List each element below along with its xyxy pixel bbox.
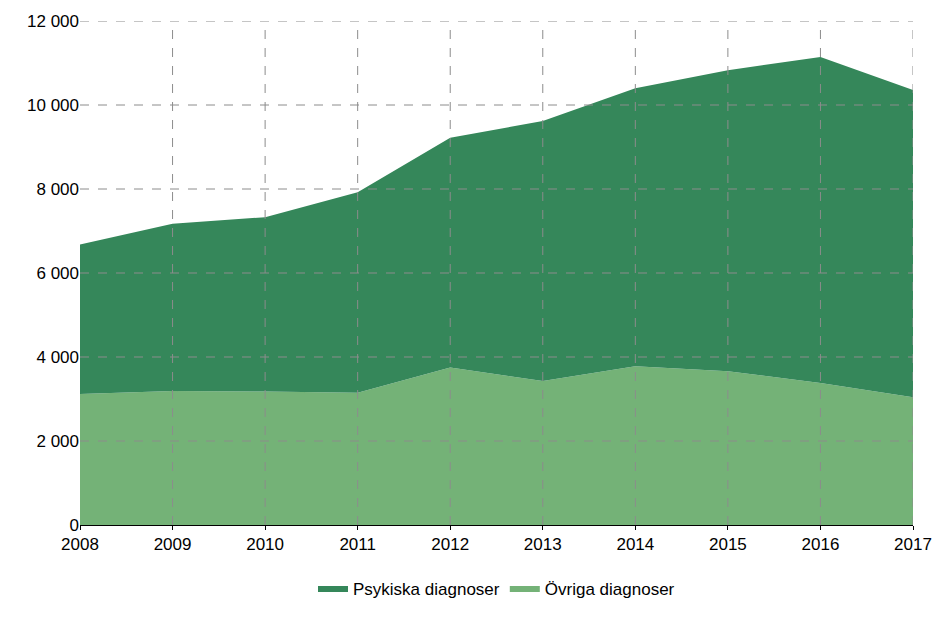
svg-text:4 000: 4 000 xyxy=(36,348,79,367)
svg-text:2008: 2008 xyxy=(61,535,99,554)
svg-text:2010: 2010 xyxy=(246,535,284,554)
svg-text:2 000: 2 000 xyxy=(36,432,79,451)
svg-text:Övriga diagnoser: Övriga diagnoser xyxy=(545,580,675,599)
svg-text:2012: 2012 xyxy=(431,535,469,554)
svg-text:2011: 2011 xyxy=(339,535,376,554)
svg-text:8 000: 8 000 xyxy=(36,180,79,199)
svg-text:10 000: 10 000 xyxy=(27,96,79,115)
svg-text:2009: 2009 xyxy=(154,535,192,554)
svg-text:2014: 2014 xyxy=(616,535,654,554)
svg-text:6 000: 6 000 xyxy=(36,264,79,283)
svg-text:2015: 2015 xyxy=(709,535,747,554)
svg-text:12 000: 12 000 xyxy=(27,12,79,31)
svg-text:Psykiska diagnoser: Psykiska diagnoser xyxy=(353,580,500,599)
svg-text:2017: 2017 xyxy=(894,535,932,554)
svg-text:2013: 2013 xyxy=(524,535,562,554)
svg-text:2016: 2016 xyxy=(802,535,840,554)
svg-text:0: 0 xyxy=(70,516,79,535)
